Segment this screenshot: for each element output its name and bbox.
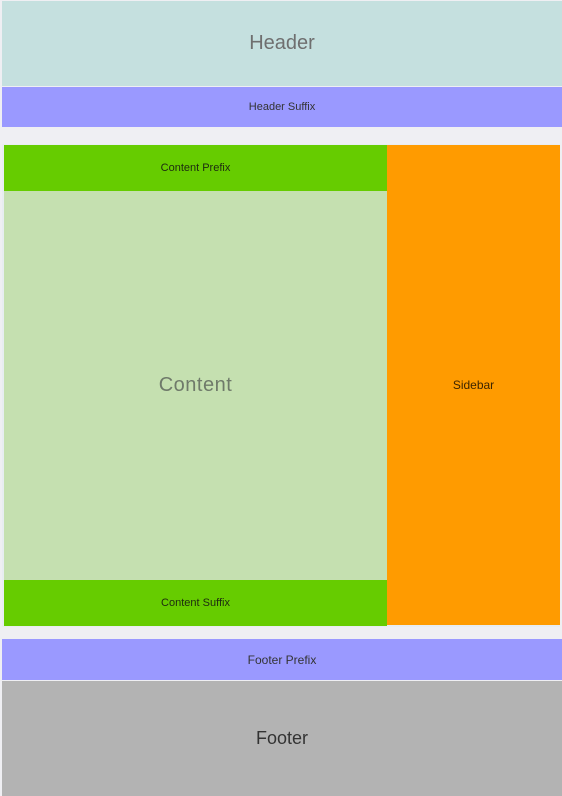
content-suffix-region: Content Suffix: [4, 580, 387, 626]
content-suffix-label: Content Suffix: [161, 597, 230, 609]
sidebar-region: Sidebar: [387, 145, 560, 625]
header-suffix-label: Header Suffix: [248, 101, 316, 113]
header-suffix-region: Header Suffix: [2, 87, 562, 127]
content-region: Content: [4, 191, 387, 580]
footer-prefix-label: Footer Prefix: [247, 652, 317, 667]
footer-label: Footer: [255, 728, 309, 748]
header-label: Header: [249, 32, 315, 54]
content-label: Content: [158, 374, 233, 396]
sidebar-label: Sidebar: [452, 378, 495, 392]
header-region: Header: [2, 1, 562, 86]
footer-prefix-region: Footer Prefix: [2, 639, 562, 680]
content-prefix-label: Content Prefix: [160, 162, 231, 174]
footer-region: Footer: [2, 681, 562, 796]
content-prefix-region: Content Prefix: [4, 145, 387, 191]
